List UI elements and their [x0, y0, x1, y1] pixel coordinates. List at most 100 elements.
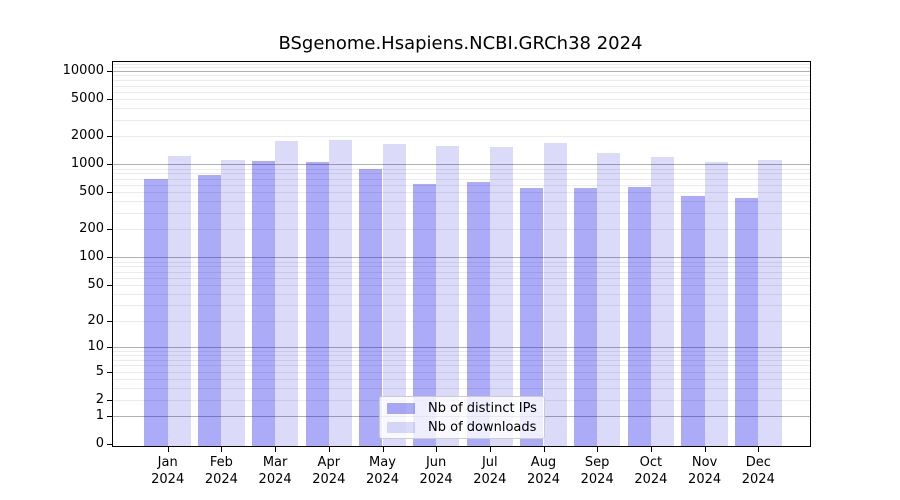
year-label: 2024 — [204, 472, 238, 487]
chart-title: BSgenome.Hsapiens.NCBI.GRCh38 2024 — [278, 33, 643, 54]
y-tick-mark — [107, 444, 113, 446]
minor-gridline — [113, 136, 810, 138]
bar-nb-of-downloads-may — [382, 143, 406, 446]
legend: Nb of distinct IPs Nb of downloads — [379, 396, 545, 439]
month-label: Jul — [481, 455, 498, 470]
x-tick-label-jun: Jun 2024 — [404, 454, 468, 488]
month-label: Apr — [317, 455, 341, 470]
x-tick-label-dec: Dec 2024 — [726, 454, 790, 488]
minor-gridline — [113, 99, 810, 101]
month-label: May — [369, 455, 396, 470]
y-tick-label: 0 — [95, 436, 104, 452]
minor-gridline — [113, 388, 810, 390]
month-label: Feb — [209, 455, 233, 470]
year-label: 2024 — [365, 472, 400, 487]
y-tick-mark — [107, 416, 113, 418]
x-tick-mark — [275, 446, 277, 452]
bar-nb-of-distinct-ips-jun — [412, 183, 437, 446]
bar-nb-of-downloads-jun — [436, 146, 460, 446]
minor-gridline — [113, 213, 810, 214]
bar-nb-of-distinct-ips-oct — [627, 187, 651, 446]
bar-nb-of-downloads-feb — [221, 160, 245, 446]
y-tick-label: 20 — [87, 312, 104, 328]
legend-swatch-distinct-ips — [387, 402, 415, 414]
minor-gridline — [113, 320, 810, 322]
minor-gridline — [113, 91, 810, 93]
x-tick-mark — [489, 446, 491, 452]
x-tick-label-mar: Mar 2024 — [243, 454, 307, 488]
bar-nb-of-distinct-ips-jan — [144, 178, 168, 446]
legend-label-downloads: Nb of downloads — [428, 419, 537, 435]
year-label: 2024 — [741, 472, 775, 487]
month-label: Aug — [530, 455, 557, 470]
minor-gridline — [113, 85, 810, 87]
plot-area: Nb of distinct IPs Nb of downloads 10000… — [63, 61, 811, 487]
x-tick-mark — [167, 446, 169, 452]
y-tick-mark — [107, 320, 113, 322]
year-label: 2024 — [526, 472, 561, 487]
minor-gridline — [113, 178, 810, 180]
x-tick-label-apr: Apr 2024 — [297, 454, 361, 488]
y-tick-label: 100 — [79, 249, 104, 265]
minor-gridline — [113, 201, 810, 203]
minor-gridline — [113, 229, 810, 231]
y-tick-mark — [107, 399, 113, 401]
bar-nb-of-distinct-ips-apr — [305, 161, 329, 446]
y-tick-label: 10000 — [62, 63, 104, 78]
x-tick-mark — [704, 446, 706, 452]
bar-nb-of-downloads-sep — [597, 152, 621, 446]
y-tick-label: 200 — [79, 221, 104, 237]
bar-nb-of-distinct-ips-nov — [681, 195, 705, 446]
year-label: 2024 — [634, 472, 668, 487]
minor-gridline — [113, 293, 810, 295]
y-tick-mark — [107, 164, 113, 166]
y-tick-label: 5000 — [70, 91, 104, 107]
minor-gridline — [113, 261, 810, 263]
bar-nb-of-distinct-ips-jul — [466, 181, 490, 446]
minor-gridline — [113, 351, 810, 352]
minor-gridline — [113, 371, 810, 373]
bar-nb-of-distinct-ips-feb — [198, 175, 222, 446]
minor-gridline — [113, 75, 810, 77]
year-label: 2024 — [580, 472, 614, 487]
x-tick-label-nov: Nov 2024 — [673, 454, 737, 488]
minor-gridline — [113, 305, 810, 307]
legend-item-distinct-ips: Nb of distinct IPs — [380, 399, 544, 417]
year-label: 2024 — [688, 472, 722, 487]
bar-nb-of-downloads-jul — [489, 146, 514, 446]
bar-nb-of-downloads-nov — [704, 161, 728, 446]
y-tick-mark — [107, 284, 113, 286]
bar-nb-of-downloads-oct — [650, 156, 675, 446]
minor-gridline — [113, 173, 810, 175]
legend-swatch-downloads — [387, 421, 415, 433]
y-tick-mark — [107, 192, 113, 194]
minor-gridline — [113, 284, 810, 286]
y-tick-label: 5 — [95, 363, 104, 379]
legend-item-downloads: Nb of downloads — [380, 418, 544, 436]
minor-gridline — [113, 379, 810, 381]
minor-gridline — [113, 365, 810, 367]
x-tick-label-jan: Jan 2024 — [136, 454, 200, 488]
minor-gridline — [113, 168, 810, 170]
x-tick-mark — [436, 446, 438, 452]
year-label: 2024 — [258, 472, 292, 487]
year-label: 2024 — [419, 472, 453, 487]
major-gridline — [113, 347, 810, 349]
minor-gridline — [113, 185, 810, 186]
month-label: Sep — [584, 455, 610, 470]
x-tick-mark — [543, 446, 545, 452]
minor-gridline — [113, 360, 810, 361]
major-gridline — [113, 164, 810, 166]
x-tick-mark — [650, 446, 652, 452]
month-label: Dec — [745, 455, 771, 470]
legend-label-distinct-ips: Nb of distinct IPs — [428, 400, 537, 416]
year-label: 2024 — [473, 472, 507, 487]
minor-gridline — [113, 67, 810, 69]
year-label: 2024 — [151, 472, 185, 487]
x-tick-mark — [382, 446, 384, 452]
x-tick-label-sep: Sep 2024 — [565, 454, 629, 488]
month-label: Nov — [691, 455, 718, 470]
x-tick-label-oct: Oct 2024 — [619, 454, 683, 488]
bar-nb-of-downloads-apr — [328, 140, 353, 446]
